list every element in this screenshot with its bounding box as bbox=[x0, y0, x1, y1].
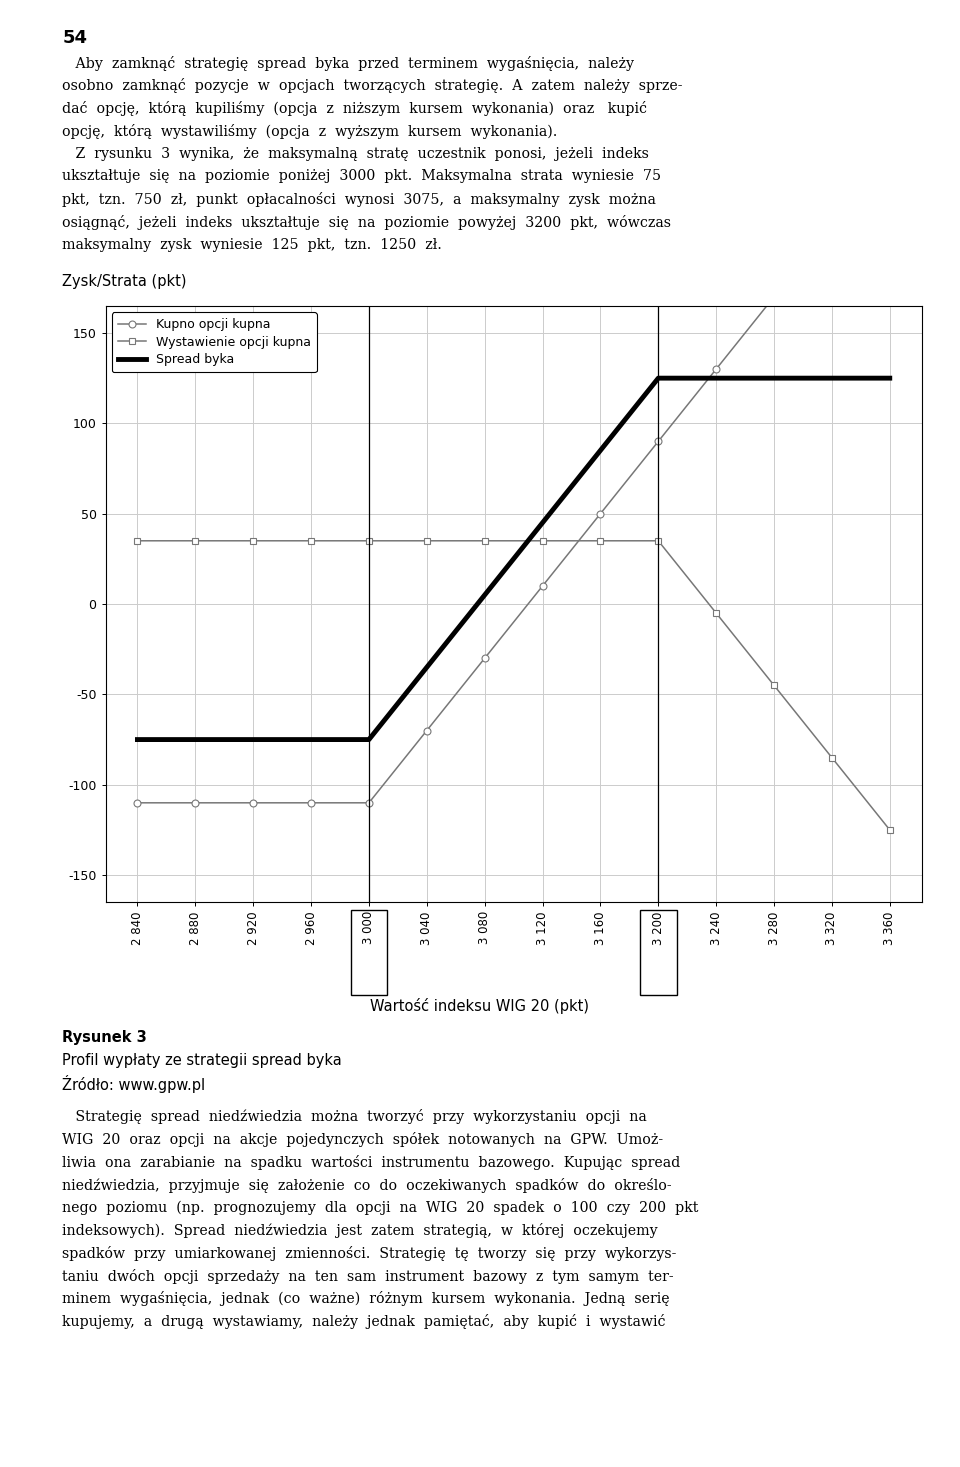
Kupno opcji kupna bbox=[189, 794, 201, 811]
Kupno opcji kupna bbox=[710, 361, 722, 378]
Text: osobno  zamknąć  pozycje  w  opcjach  tworzących  strategię.  A  zatem  należy  : osobno zamknąć pozycje w opcjach tworząc… bbox=[62, 78, 683, 94]
Spread byka bbox=[248, 731, 259, 748]
Wystawienie opcji kupna bbox=[479, 533, 491, 550]
Text: Z  rysunku  3  wynika,  że  maksymalną  stratę  uczestnik  ponosi,  jeżeli  inde: Z rysunku 3 wynika, że maksymalną stratę… bbox=[62, 147, 649, 161]
Text: liwia  ona  zarabianie  na  spadku  wartości  instrumentu  bazowego.  Kupując  s: liwia ona zarabianie na spadku wartości … bbox=[62, 1155, 681, 1169]
Kupno opcji kupna bbox=[768, 288, 780, 305]
Spread byka bbox=[884, 370, 896, 387]
Text: spadków  przy  umiarkowanej  zmienności.  Strategię  tę  tworzy  się  przy  wyko: spadków przy umiarkowanej zmienności. St… bbox=[62, 1245, 677, 1260]
Kupno opcji kupna bbox=[248, 794, 259, 811]
Kupno opcji kupna bbox=[537, 577, 548, 594]
Spread byka bbox=[653, 370, 664, 387]
Wystawienie opcji kupna bbox=[421, 533, 433, 550]
Wystawienie opcji kupna bbox=[594, 533, 606, 550]
Text: 54: 54 bbox=[62, 29, 87, 47]
Wystawienie opcji kupna bbox=[132, 533, 143, 550]
Text: WIG  20  oraz  opcji  na  akcje  pojedynczych  spółek  notowanych  na  GPW.  Umo: WIG 20 oraz opcji na akcje pojedynczych … bbox=[62, 1133, 663, 1147]
Spread byka bbox=[363, 731, 374, 748]
Spread byka bbox=[827, 370, 838, 387]
Text: maksymalny  zysk  wyniesie  125  pkt,  tzn.  1250  zł.: maksymalny zysk wyniesie 125 pkt, tzn. 1… bbox=[62, 238, 443, 252]
Text: osiągnąć,  jeżeli  indeks  ukształtuje  się  na  poziomie  powyżej  3200  pkt,  : osiągnąć, jeżeli indeks ukształtuje się … bbox=[62, 214, 671, 230]
Text: opcję,  którą  wystawiliśmy  (opcja  z  wyższym  kursem  wykonania).: opcję, którą wystawiliśmy (opcja z wyższ… bbox=[62, 125, 558, 139]
Spread byka bbox=[479, 587, 491, 604]
Line: Spread byka: Spread byka bbox=[137, 378, 890, 739]
Text: Profil wypłaty ze strategii spread byka: Profil wypłaty ze strategii spread byka bbox=[62, 1053, 342, 1068]
Kupno opcji kupna bbox=[653, 433, 664, 450]
Wystawienie opcji kupna bbox=[305, 533, 317, 550]
Text: kupujemy,  a  drugą  wystawiamy,  należy  jednak  pamiętać,  aby  kupić  i  wyst: kupujemy, a drugą wystawiamy, należy jed… bbox=[62, 1314, 666, 1329]
Spread byka bbox=[594, 442, 606, 459]
Text: Strategię  spread  niedźwiedzia  można  tworzyć  przy  wykorzystaniu  opcji  na: Strategię spread niedźwiedzia można twor… bbox=[62, 1109, 647, 1124]
Kupno opcji kupna bbox=[363, 794, 374, 811]
Wystawienie opcji kupna bbox=[768, 676, 780, 694]
Kupno opcji kupna bbox=[827, 216, 838, 233]
Text: Rysunek 3: Rysunek 3 bbox=[62, 1030, 147, 1045]
Text: ukształtuje  się  na  poziomie  poniżej  3000  pkt.  Maksymalna  strata  wyniesi: ukształtuje się na poziomie poniżej 3000… bbox=[62, 169, 661, 183]
Kupno opcji kupna bbox=[479, 650, 491, 667]
Legend: Kupno opcji kupna, Wystawienie opcji kupna, Spread byka: Kupno opcji kupna, Wystawienie opcji kup… bbox=[112, 312, 317, 373]
Wystawienie opcji kupna bbox=[653, 533, 664, 550]
Spread byka bbox=[421, 659, 433, 676]
Text: Aby  zamknąć  strategię  spread  byka  przed  terminem  wygaśnięcia,  należy: Aby zamknąć strategię spread byka przed … bbox=[62, 56, 635, 70]
Kupno opcji kupna bbox=[884, 144, 896, 161]
Text: pkt,  tzn.  750  zł,  punkt  opłacalności  wynosi  3075,  a  maksymalny  zysk  m: pkt, tzn. 750 zł, punkt opłacalności wyn… bbox=[62, 192, 657, 207]
Kupno opcji kupna bbox=[305, 794, 317, 811]
Text: Wartość indeksu WIG 20 (pkt): Wartość indeksu WIG 20 (pkt) bbox=[371, 998, 589, 1014]
Text: taniu  dwóch  opcji  sprzedaży  na  ten  sam  instrument  bazowy  z  tym  samym : taniu dwóch opcji sprzedaży na ten sam i… bbox=[62, 1269, 674, 1284]
Text: indeksowych).  Spread  niedźwiedzia  jest  zatem  strategią,  w  której  oczekuj: indeksowych). Spread niedźwiedzia jest z… bbox=[62, 1223, 658, 1238]
Wystawienie opcji kupna bbox=[827, 748, 838, 766]
Line: Kupno opcji kupna: Kupno opcji kupna bbox=[134, 148, 893, 807]
Spread byka bbox=[710, 370, 722, 387]
Text: dać  opcję,  którą  kupiliśmy  (opcja  z  niższym  kursem  wykonania)  oraz   ku: dać opcję, którą kupiliśmy (opcja z niżs… bbox=[62, 101, 647, 116]
Wystawienie opcji kupna bbox=[537, 533, 548, 550]
Wystawienie opcji kupna bbox=[710, 604, 722, 622]
Line: Wystawienie opcji kupna: Wystawienie opcji kupna bbox=[134, 537, 893, 833]
Spread byka bbox=[768, 370, 780, 387]
Spread byka bbox=[305, 731, 317, 748]
Wystawienie opcji kupna bbox=[248, 533, 259, 550]
Wystawienie opcji kupna bbox=[189, 533, 201, 550]
Text: minem  wygaśnięcia,  jednak  (co  ważne)  różnym  kursem  wykonania.  Jedną  ser: minem wygaśnięcia, jednak (co ważne) róż… bbox=[62, 1291, 670, 1306]
Text: nego  poziomu  (np.  prognozujemy  dla  opcji  na  WIG  20  spadek  o  100  czy : nego poziomu (np. prognozujemy dla opcji… bbox=[62, 1200, 699, 1215]
Spread byka bbox=[537, 513, 548, 531]
Kupno opcji kupna bbox=[132, 794, 143, 811]
Text: Źródło: www.gpw.pl: Źródło: www.gpw.pl bbox=[62, 1075, 205, 1093]
Spread byka bbox=[132, 731, 143, 748]
Wystawienie opcji kupna bbox=[884, 822, 896, 839]
Text: niedźwiedzia,  przyjmuje  się  założenie  co  do  oczekiwanych  spadków  do  okr: niedźwiedzia, przyjmuje się założenie co… bbox=[62, 1178, 672, 1193]
Wystawienie opcji kupna bbox=[363, 533, 374, 550]
Kupno opcji kupna bbox=[594, 505, 606, 522]
Kupno opcji kupna bbox=[421, 722, 433, 739]
Text: Zysk/Strata (pkt): Zysk/Strata (pkt) bbox=[62, 273, 187, 289]
Spread byka bbox=[189, 731, 201, 748]
